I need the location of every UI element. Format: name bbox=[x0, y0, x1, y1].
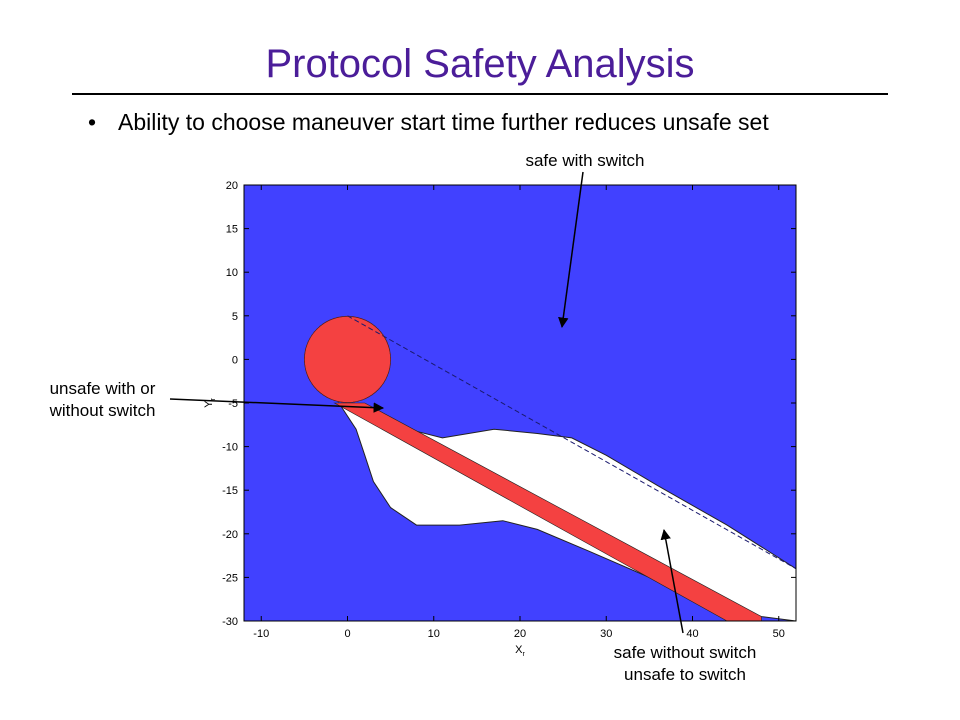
x-tick-label: 0 bbox=[344, 628, 350, 640]
x-tick-label: 30 bbox=[600, 628, 612, 640]
arrow-safe-with-switch bbox=[558, 171, 584, 329]
arrow-unsafe bbox=[169, 398, 385, 413]
x-tick-label: 50 bbox=[773, 628, 785, 640]
y-tick-label: 10 bbox=[226, 267, 238, 279]
y-tick-label: -25 bbox=[222, 572, 238, 584]
label-safe-without-line2: unsafe to switch bbox=[624, 665, 746, 684]
region-unsafe-band bbox=[333, 402, 762, 621]
label-safe-without-switch: safe without switch unsafe to switch bbox=[585, 642, 785, 686]
bullet-text: Ability to choose maneuver start time fu… bbox=[118, 109, 769, 135]
y-tick-label: 15 bbox=[226, 224, 238, 236]
bullet-item: • Ability to choose maneuver start time f… bbox=[88, 108, 769, 136]
annotation-arrows bbox=[169, 171, 684, 634]
x-axis-label: Xr bbox=[515, 644, 525, 658]
y-tick-label: 0 bbox=[232, 354, 238, 366]
label-safe-with-switch: safe with switch bbox=[525, 151, 645, 170]
x-axis-label-subscript: r bbox=[523, 651, 526, 658]
label-unsafe-with-or-without-switch: unsafe with or without switch bbox=[30, 378, 175, 422]
x-tick-label: 10 bbox=[428, 628, 440, 640]
y-tick-label: -20 bbox=[222, 529, 238, 541]
plot-regions bbox=[244, 185, 796, 621]
x-tick-label: -10 bbox=[253, 628, 269, 640]
y-tick-label: -5 bbox=[228, 398, 238, 410]
plot-axes: -10 0 10 20 30 40 5020151050-5-10-15-20-25-30X… bbox=[203, 180, 797, 658]
y-tick-label: -15 bbox=[222, 485, 238, 497]
x-tick-label: 40 bbox=[686, 628, 698, 640]
label-safe-without-line1: safe without switch bbox=[613, 643, 757, 662]
label-unsafe-line1: unsafe with or bbox=[49, 379, 156, 398]
y-tick-label: 5 bbox=[232, 311, 238, 323]
y-axis-label: Yr bbox=[203, 398, 217, 408]
dashed-circle bbox=[303, 315, 392, 403]
y-axis-label-subscript: r bbox=[210, 398, 217, 401]
y-tick-label: -30 bbox=[222, 616, 238, 628]
title-divider bbox=[72, 93, 888, 95]
dashed-tangent-line bbox=[347, 315, 796, 570]
x-tick-label: 20 bbox=[514, 628, 526, 640]
bullet-dot: • bbox=[88, 109, 97, 135]
region-unsafe-disk bbox=[304, 315, 391, 403]
label-unsafe-line2: without switch bbox=[49, 401, 156, 420]
y-tick-label: 20 bbox=[226, 180, 238, 192]
arrow-safe-without-switch bbox=[660, 528, 684, 634]
slide-title: Protocol Safety Analysis bbox=[265, 42, 695, 86]
y-tick-label: -10 bbox=[222, 442, 238, 454]
